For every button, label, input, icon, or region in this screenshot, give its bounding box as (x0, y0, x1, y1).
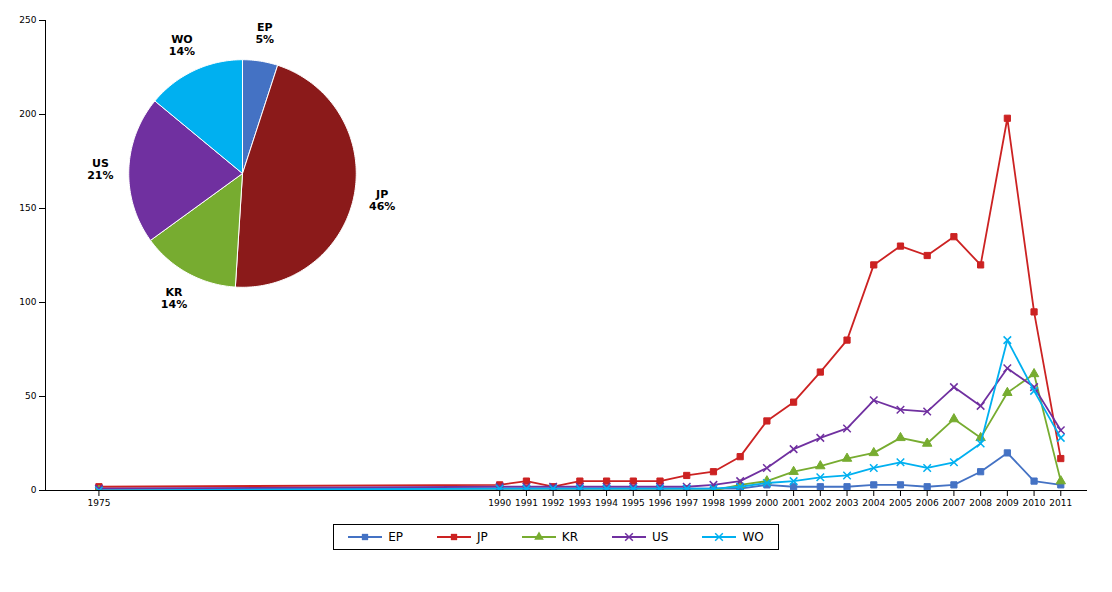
svg-text:2006: 2006 (916, 498, 939, 508)
svg-text:EP5%: EP5% (255, 21, 274, 46)
svg-text:1995: 1995 (622, 498, 645, 508)
svg-text:1975: 1975 (87, 498, 110, 508)
svg-text:2004: 2004 (862, 498, 885, 508)
svg-text:2003: 2003 (836, 498, 859, 508)
svg-text:50: 50 (25, 391, 37, 401)
html-text:KR: KR (561, 530, 578, 544)
svg-text:2002: 2002 (809, 498, 832, 508)
svg-text:JP46%: JP46% (369, 188, 395, 213)
svg-text:2005: 2005 (889, 498, 912, 508)
svg-text:2009: 2009 (996, 498, 1019, 508)
svg-text:1997: 1997 (675, 498, 698, 508)
html-text:WO: WO (742, 530, 764, 544)
svg-text:150: 150 (19, 203, 36, 213)
svg-text:1992: 1992 (542, 498, 565, 508)
svg-text:100: 100 (19, 297, 36, 307)
svg-text:2011: 2011 (1049, 498, 1072, 508)
svg-text:1998: 1998 (702, 498, 725, 508)
svg-text:1991: 1991 (515, 498, 538, 508)
svg-text:1994: 1994 (595, 498, 618, 508)
svg-text:2000: 2000 (755, 498, 778, 508)
svg-text:1993: 1993 (568, 498, 591, 508)
svg-text:2001: 2001 (782, 498, 805, 508)
svg-text:1999: 1999 (729, 498, 752, 508)
svg-text:2010: 2010 (1023, 498, 1046, 508)
svg-text:0: 0 (31, 485, 37, 495)
svg-text:1996: 1996 (649, 498, 672, 508)
svg-text:1990: 1990 (488, 498, 511, 508)
html-text:US: US (652, 530, 669, 544)
html-text:EP: EP (388, 530, 403, 544)
svg-text:2007: 2007 (942, 498, 965, 508)
svg-text:200: 200 (19, 109, 36, 119)
svg-text:KR14%: KR14% (161, 286, 187, 311)
svg-text:250: 250 (19, 15, 36, 25)
svg-text:WO14%: WO14% (169, 33, 195, 58)
svg-text:US21%: US21% (87, 157, 113, 182)
html-text:JP: JP (477, 530, 488, 544)
svg-text:2008: 2008 (969, 498, 992, 508)
